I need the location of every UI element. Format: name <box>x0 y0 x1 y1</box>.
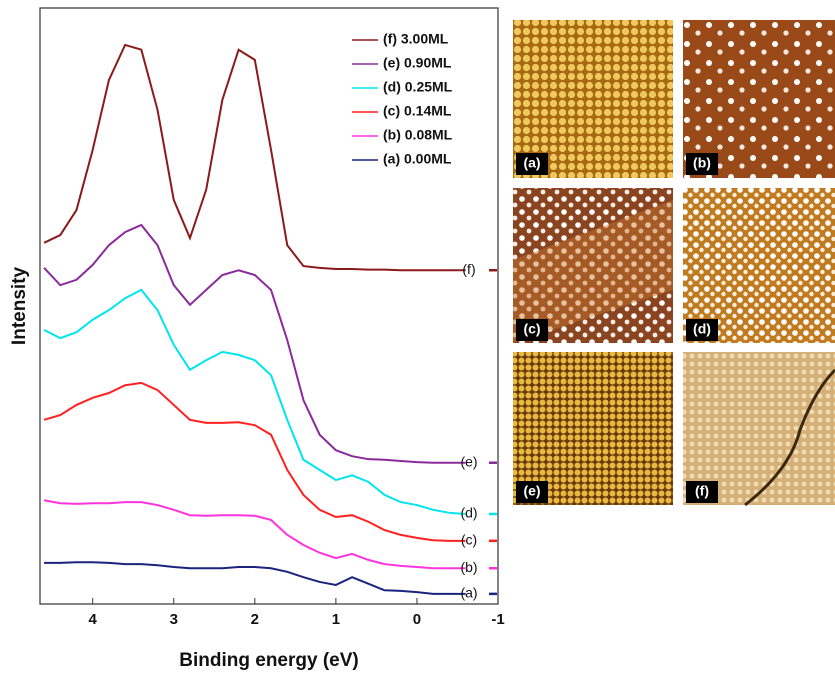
curve-label: (c) <box>461 532 477 548</box>
x-tick-label: 3 <box>170 611 178 628</box>
legend-entry: (f) 3.00ML <box>383 31 449 47</box>
stm-image <box>513 188 673 343</box>
x-tick-label: 4 <box>89 611 98 628</box>
x-tick-label: 1 <box>332 611 340 628</box>
stm-image <box>513 20 673 178</box>
spectrum-line <box>43 381 466 542</box>
spectrum-line <box>44 561 466 595</box>
stm-image <box>683 188 835 343</box>
spectrum-line <box>43 288 466 516</box>
curve-label: (a) <box>460 585 477 601</box>
curve-label: (e) <box>460 453 477 469</box>
stm-image <box>683 352 835 505</box>
plot-frame <box>39 7 499 605</box>
y-axis-label: Intensity <box>9 267 30 346</box>
image-label: (b) <box>693 155 711 171</box>
stm-images <box>513 20 835 507</box>
image-label: (f) <box>695 483 709 499</box>
x-tick-label: 2 <box>251 611 259 628</box>
curve-label: (b) <box>460 559 477 575</box>
legend-entry: (e) 0.90ML <box>383 55 452 71</box>
image-label-bg <box>686 153 718 175</box>
image-label: (c) <box>523 321 540 337</box>
image-label-bg <box>516 319 548 341</box>
step-edge <box>744 368 835 507</box>
legend-entry: (d) 0.25ML <box>383 79 453 95</box>
stm-image <box>683 20 835 178</box>
step-edge <box>513 200 673 343</box>
x-tick-label: 0 <box>413 611 421 628</box>
image-label-bg <box>686 481 718 503</box>
curve-label: (f) <box>462 261 475 277</box>
image-label: (e) <box>523 483 540 499</box>
legend-entry: (b) 0.08ML <box>383 127 453 143</box>
spectrum-line <box>43 499 466 570</box>
legend-entry: (a) 0.00ML <box>383 151 452 167</box>
x-axis-label: Binding energy (eV) <box>179 650 358 671</box>
image-label-bg <box>516 153 548 175</box>
image-label-bg <box>686 319 718 341</box>
spectrum-line <box>43 223 466 464</box>
spectrum-line <box>43 43 466 272</box>
image-label: (a) <box>523 155 540 171</box>
legend-entry: (c) 0.14ML <box>383 103 452 119</box>
image-label-bg <box>516 481 548 503</box>
stm-image <box>513 352 673 505</box>
curve-label: (d) <box>460 505 477 521</box>
image-label: (d) <box>693 321 711 337</box>
x-tick-label: -1 <box>491 611 504 628</box>
